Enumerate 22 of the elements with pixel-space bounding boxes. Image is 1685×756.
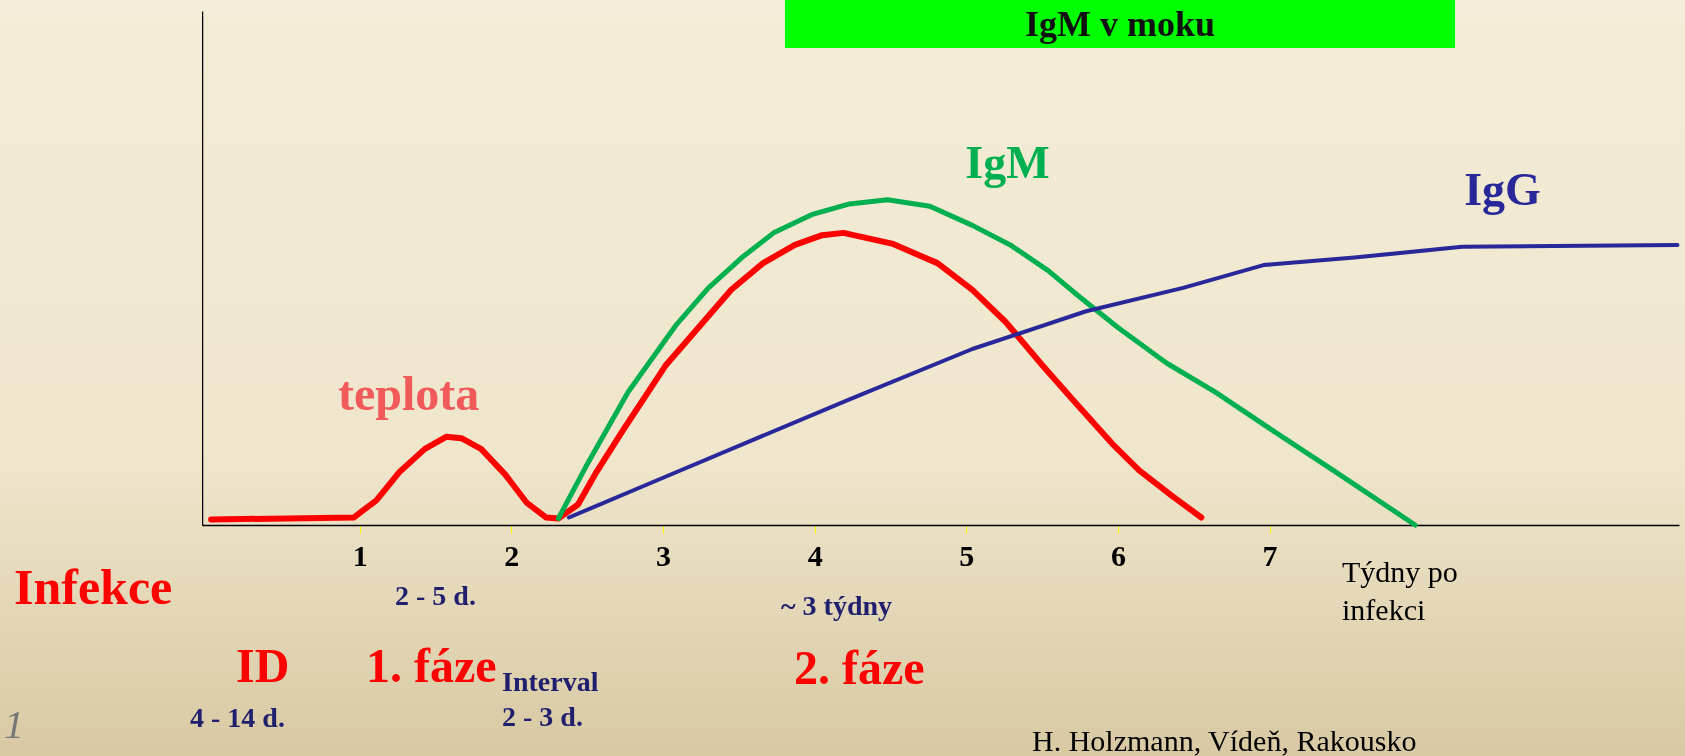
text: H. Holzmann, Vídeň, Rakousko xyxy=(1032,723,1417,756)
x-tick-label: 7 xyxy=(1262,538,1278,572)
text: Infekce xyxy=(14,558,173,617)
series-label: IgG xyxy=(1464,163,1541,215)
text: 2 - 5 d. xyxy=(395,579,476,613)
text: 1. fáze xyxy=(366,638,497,694)
text: Interval 2 - 3 d. xyxy=(502,665,599,734)
x-tick-label: 6 xyxy=(1110,538,1126,572)
x-tick-label: 4 xyxy=(807,538,823,572)
text: 4 - 14 d. xyxy=(190,701,285,735)
text: 2. fáze xyxy=(794,640,925,696)
x-tick-label: 5 xyxy=(959,538,975,572)
x-tick-label: 1 xyxy=(352,538,368,572)
annotation: teplota xyxy=(338,366,480,422)
x-tick-label: 3 xyxy=(655,538,671,572)
text: ID xyxy=(236,638,290,694)
x-axis-title: Týdny po infekci xyxy=(1342,554,1459,628)
series-label: IgM xyxy=(965,136,1050,188)
x-tick-label: 2 xyxy=(504,538,520,572)
text: 1 xyxy=(4,701,24,749)
chart-title: IgM v moku xyxy=(785,0,1455,48)
text: ~ 3 týdny xyxy=(781,589,893,623)
